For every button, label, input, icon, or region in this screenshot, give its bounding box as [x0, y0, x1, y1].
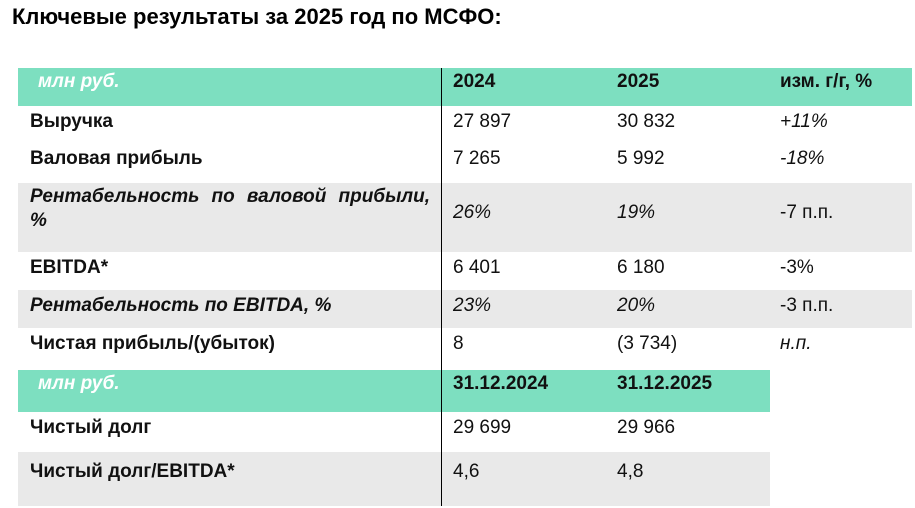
value-cell: 23%	[453, 295, 492, 316]
value-cell: 29 699	[453, 417, 512, 438]
row-label: Чистый долг/EBITDA*	[30, 461, 235, 482]
value-cell: 5 992	[617, 148, 665, 169]
header-cell: 31.12.2025	[617, 373, 713, 394]
table-row: Рентабельность по валовой прибыли, % 26% 1…	[18, 183, 912, 252]
table-row: Чистая прибыль/(убыток) 8 (3 734) н.п.	[18, 328, 912, 370]
row-label: Выручка	[30, 111, 113, 132]
table-row: Рентабельность по EBITDA, % 23% 20% -3 п.п.	[18, 290, 912, 328]
value-cell: 4,6	[453, 461, 480, 482]
row-label: Рентабельность по валовой прибыли, %	[30, 186, 430, 231]
value-cell: 6 180	[617, 257, 665, 278]
table-row: Чистый долг/EBITDA* 4,6 4,8	[18, 452, 770, 506]
row-label: Валовая прибыль	[30, 148, 203, 169]
table-row: Валовая прибыль 7 265 5 992 -18%	[18, 143, 912, 183]
value-cell: -7 п.п.	[780, 202, 834, 223]
header-cell: 31.12.2024	[453, 373, 549, 394]
value-cell: +11%	[780, 111, 828, 132]
row-label: Чистый долг	[30, 417, 152, 438]
header-cell: 2024	[453, 71, 496, 92]
header-cell: изм. г/г, %	[780, 71, 873, 92]
header-cell: млн руб.	[38, 373, 120, 394]
value-cell: -18%	[780, 148, 825, 169]
value-cell: (3 734)	[617, 333, 678, 354]
value-cell: 30 832	[617, 111, 676, 132]
value-cell: -3%	[780, 257, 814, 278]
value-cell: 19%	[617, 202, 656, 223]
row-label: EBITDA*	[30, 257, 109, 278]
table-row: Выручка 27 897 30 832 +11%	[18, 106, 912, 143]
value-cell: 8	[453, 333, 464, 354]
value-cell: 26%	[453, 202, 492, 223]
value-cell: 6 401	[453, 257, 501, 278]
value-cell: 29 966	[617, 417, 676, 438]
value-cell: 27 897	[453, 111, 512, 132]
value-cell: -3 п.п.	[780, 295, 834, 316]
column-divider	[441, 68, 442, 506]
table-row: Чистый долг 29 699 29 966	[18, 412, 770, 452]
header-cell: млн руб.	[38, 71, 120, 92]
table-row: млн руб. 2024 2025 изм. г/г, %	[18, 68, 912, 106]
value-cell: 7 265	[453, 148, 501, 169]
row-label: Чистая прибыль/(убыток)	[30, 333, 275, 354]
value-cell: н.п.	[780, 333, 812, 354]
header-cell: 2025	[617, 71, 660, 92]
title: Ключевые результаты за 2025 год по МСФО:	[12, 4, 502, 29]
table-row: млн руб. 31.12.2024 31.12.2025	[18, 370, 770, 412]
table-row: EBITDA* 6 401 6 180 -3%	[18, 252, 912, 290]
value-cell: 4,8	[617, 461, 644, 482]
row-label: Рентабельность по EBITDA, %	[30, 295, 332, 316]
value-cell: 20%	[617, 295, 656, 316]
